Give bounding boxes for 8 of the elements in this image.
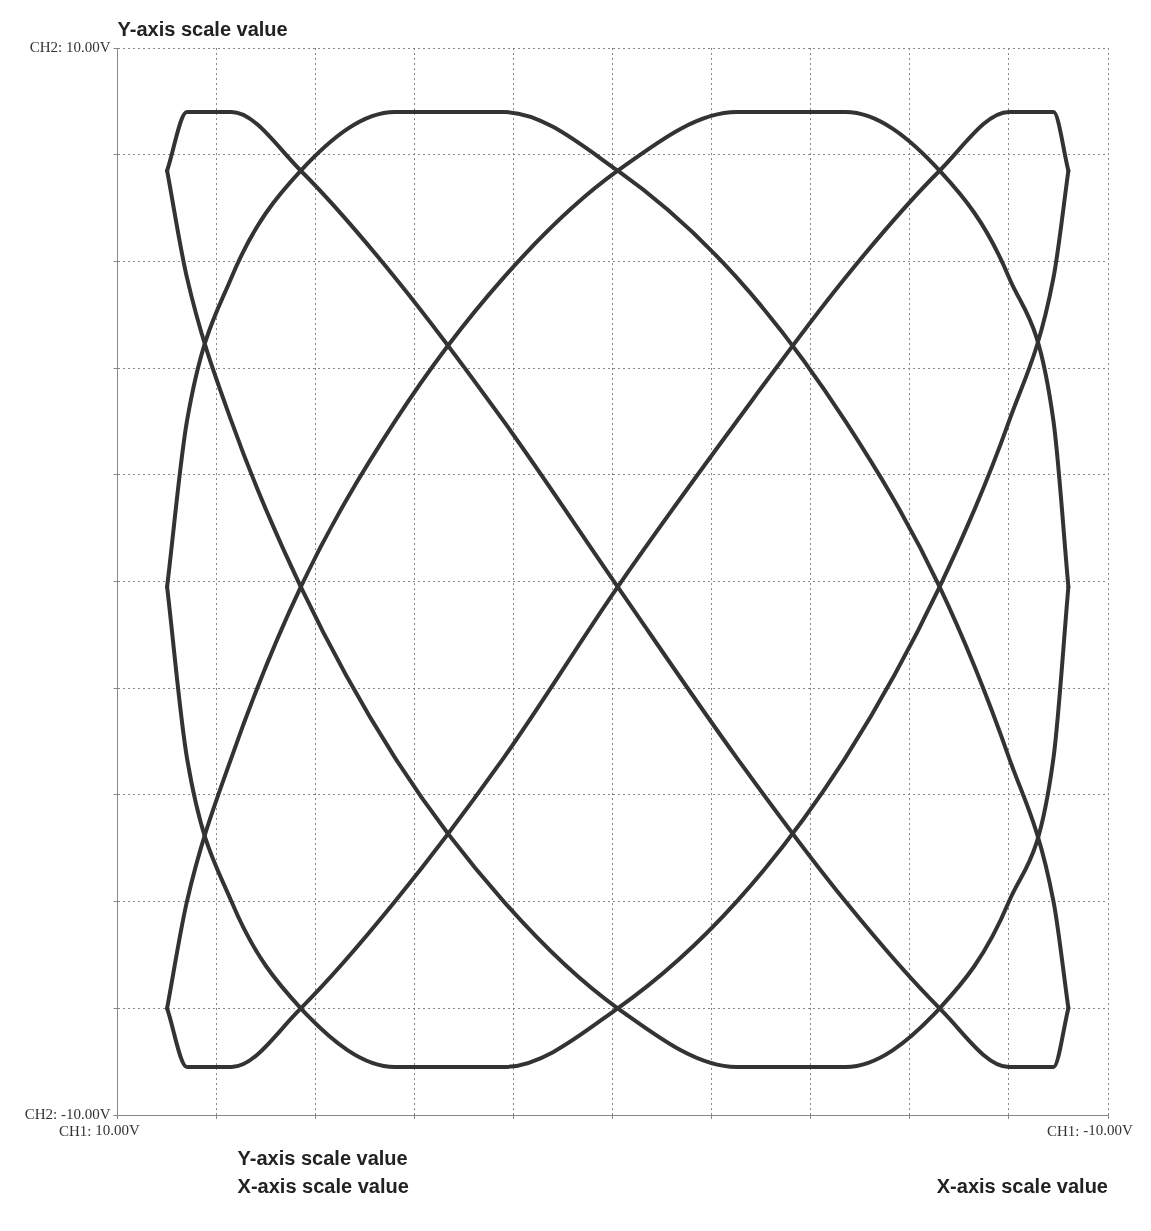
text: CH1: — [59, 1122, 92, 1139]
text: X-axis scale value — [936, 1174, 1108, 1197]
text: Y-axis scale value — [117, 17, 288, 40]
text: CH1: — [1046, 1122, 1080, 1139]
text: CH2: — [29, 38, 63, 55]
text: CH2: — [24, 1105, 58, 1122]
text: Y-axis scale value — [237, 1146, 408, 1169]
text: X-axis scale value — [237, 1174, 409, 1197]
